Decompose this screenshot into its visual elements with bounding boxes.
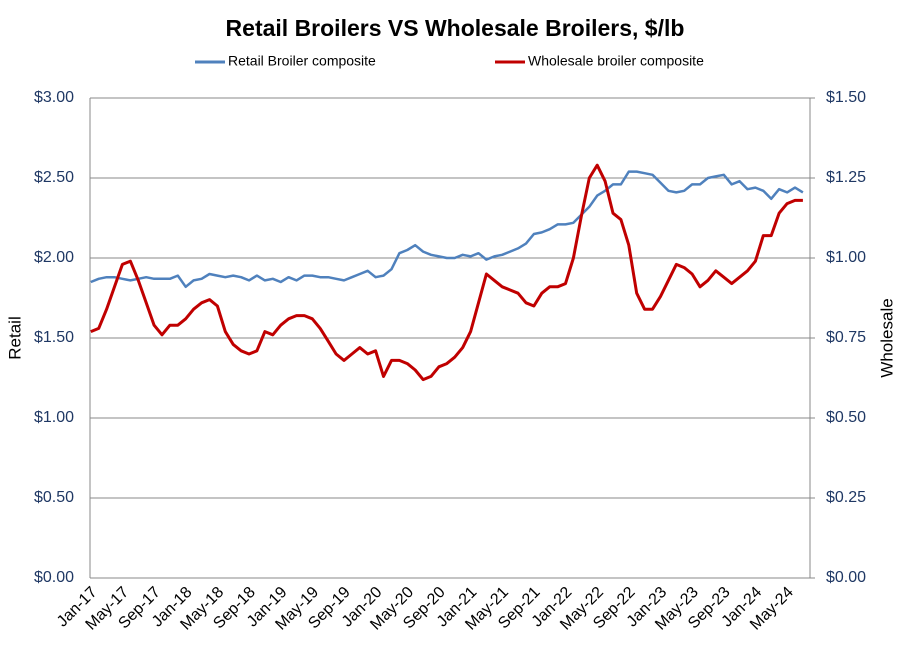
y-tick-label: $0.00 <box>34 569 74 586</box>
y-tick-label: $1.50 <box>34 329 74 346</box>
series-line <box>90 163 803 382</box>
legend-label: Retail Broiler composite <box>228 53 376 69</box>
legend-label: Wholesale broiler composite <box>528 53 704 69</box>
y-axis-label: Retail <box>5 316 24 359</box>
y-tick-label: $0.50 <box>34 489 74 506</box>
y2-tick-label: $1.00 <box>826 249 866 266</box>
chart-title: Retail Broilers VS Wholesale Broilers, $… <box>226 15 685 41</box>
series-line <box>90 170 804 289</box>
y-tick-label: $2.50 <box>34 169 74 186</box>
y2-tick-label: $0.50 <box>826 409 866 426</box>
y2-tick-label: $0.25 <box>826 489 866 506</box>
y2-tick-label: $1.50 <box>826 89 866 106</box>
y2-tick-label: $0.00 <box>826 569 866 586</box>
y-tick-label: $3.00 <box>34 89 74 106</box>
y-tick-label: $1.00 <box>34 409 74 426</box>
y2-tick-label: $1.25 <box>826 169 866 186</box>
y2-tick-label: $0.75 <box>826 329 866 346</box>
y-tick-label: $2.00 <box>34 249 74 266</box>
y2-axis-label: Wholesale <box>877 298 896 377</box>
